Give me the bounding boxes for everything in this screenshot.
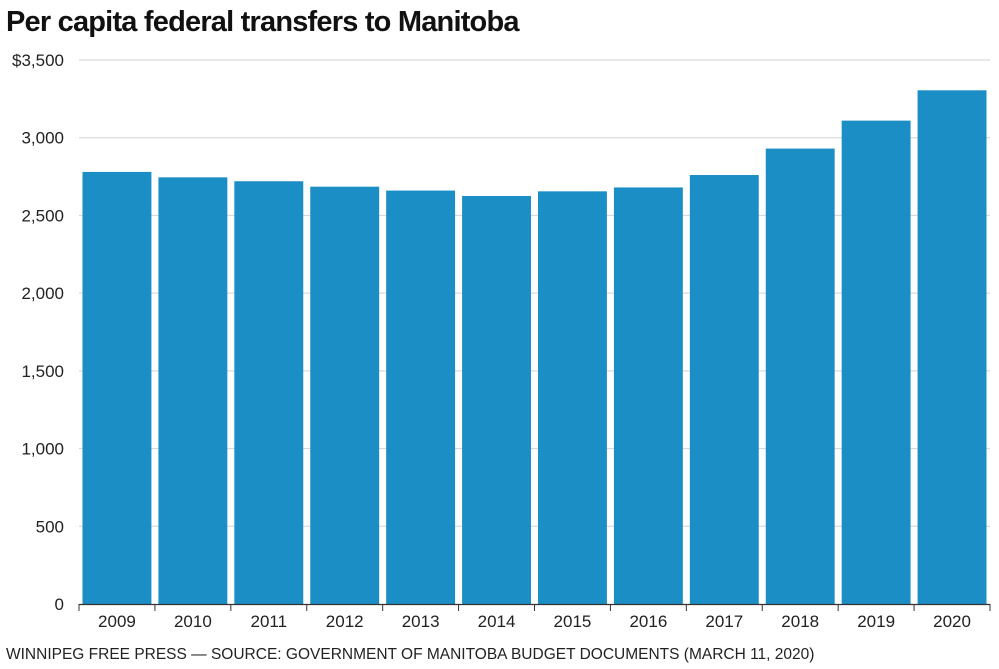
- bar-2013: [386, 190, 456, 604]
- x-axis: 2009 2010 2011 2012 2013 2014 2015 2016 2017 2018…: [78, 603, 991, 631]
- y-tick-label: 2,000: [21, 284, 64, 303]
- y-tick-label: 2,500: [21, 206, 64, 225]
- y-tick-label: 1,500: [21, 362, 64, 381]
- chart-title: Per capita federal transfers to Manitoba: [6, 6, 520, 38]
- x-tick-label: 2018: [781, 612, 819, 631]
- bar-2015: [538, 191, 607, 604]
- y-tick-label: 1,000: [21, 440, 64, 459]
- y-tick-label: 500: [36, 517, 64, 536]
- x-tick-label: 2014: [478, 612, 516, 631]
- bars: [82, 90, 987, 605]
- x-tick-label: 2016: [629, 612, 667, 631]
- x-tick-label: 2020: [933, 612, 971, 631]
- bar-2016: [613, 187, 683, 605]
- x-tick-label: 2017: [705, 612, 743, 631]
- bar-2009: [82, 171, 152, 604]
- y-tick-label: 0: [55, 595, 64, 614]
- bar-2010: [158, 177, 228, 604]
- bar-2014: [462, 196, 531, 604]
- x-tick-label: 2015: [554, 612, 592, 631]
- gridlines: [79, 59, 990, 527]
- x-tick-label: 2012: [326, 612, 364, 631]
- bar-2018: [765, 148, 835, 604]
- bar-2019: [841, 120, 911, 605]
- bar-2012: [310, 186, 380, 604]
- x-tick-label: 2011: [251, 612, 288, 631]
- bar-2011: [234, 181, 304, 604]
- x-tick-label: 2013: [402, 612, 440, 631]
- x-tick-label: 2019: [857, 612, 895, 631]
- bar-chart: 0 500 1,000 1,500 2,000 2,500 3,000 $3,500 2009…: [12, 51, 991, 631]
- y-axis-ticks: 0 500 1,000 1,500 2,000 2,500 3,000 $3,500: [12, 51, 64, 614]
- x-tick-label: 2009: [98, 612, 136, 631]
- x-tick-label: 2010: [174, 612, 212, 631]
- y-tick-label: 3,000: [21, 129, 64, 148]
- bar-2017: [689, 175, 759, 604]
- bar-2020: [917, 90, 987, 604]
- source-credit: WINNIPEG FREE PRESS — SOURCE: GOVERNMENT…: [6, 646, 815, 663]
- y-tick-label: $3,500: [12, 51, 64, 70]
